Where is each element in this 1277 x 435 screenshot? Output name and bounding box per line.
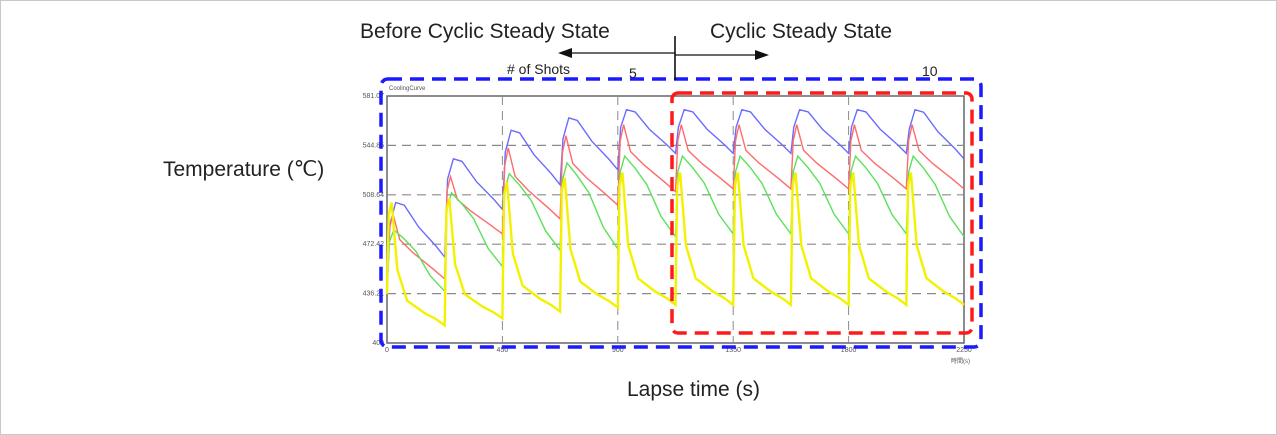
y-tick-label: 400 xyxy=(372,340,384,347)
plot-area xyxy=(386,95,965,344)
x-tick-label: 1350 xyxy=(725,347,741,354)
y-tick-label: 581.07 xyxy=(363,93,385,100)
x-tick-label: 0 xyxy=(385,347,389,354)
y-tick-label: 544.85 xyxy=(363,142,385,149)
series-blue-line xyxy=(386,108,965,294)
x-tick-label: 450 xyxy=(497,347,509,354)
y-axis-label: Temperature (℃) xyxy=(163,158,325,181)
y-tick-label: 472.42 xyxy=(363,241,385,248)
left-arrow-icon xyxy=(558,48,572,58)
shots-label: # of Shots xyxy=(507,61,571,77)
chart-title: CoolingCurve xyxy=(389,86,426,92)
shot-5-label: 5 xyxy=(629,65,637,81)
steady-state-box xyxy=(670,91,974,335)
series-red-line xyxy=(386,124,965,294)
x-tick-label: 2250 xyxy=(956,347,972,354)
steady-state-label: Cyclic Steady State xyxy=(710,20,893,43)
before-steady-state-label: Before Cyclic Steady State xyxy=(360,20,610,43)
y-tick-label: 508.64 xyxy=(363,192,385,199)
x-tick-label: 1800 xyxy=(841,347,857,354)
y-tick-label: 436.21 xyxy=(363,291,385,298)
before-steady-state-box xyxy=(379,77,983,349)
shot-10-label: 10 xyxy=(922,63,938,79)
x-axis-label: Lapse time (s) xyxy=(627,378,761,401)
x-unit-label: 時間(s) xyxy=(951,359,970,365)
x-tick-label: 900 xyxy=(612,347,624,354)
right-arrow-icon xyxy=(755,50,769,60)
series-yellow-line xyxy=(385,172,965,328)
